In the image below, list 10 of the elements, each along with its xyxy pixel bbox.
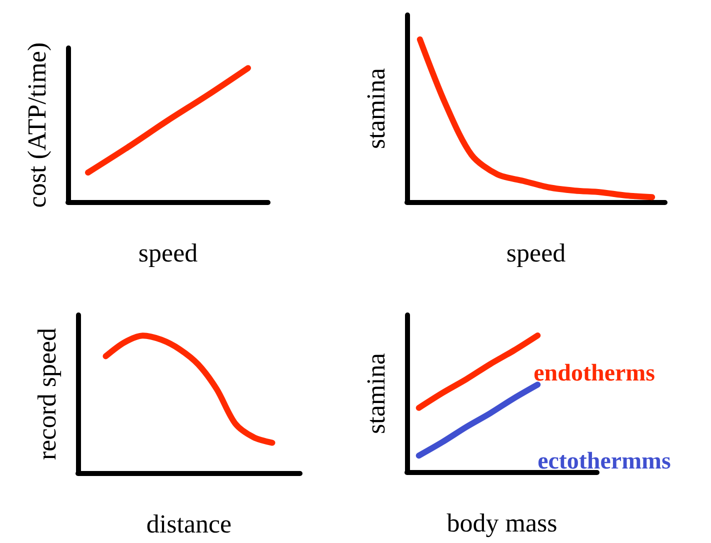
y-axis-title: cost (ATP/time) [22,42,52,208]
x-axis-title: speed [506,238,566,268]
x-axis-title: distance [146,510,232,538]
y-axis-title: record speed [32,328,62,460]
text: ectothermms [538,448,671,475]
series-label: endotherms [534,360,655,386]
x-axis-title: body mass [446,508,558,538]
x-axis-title: speed [138,238,198,268]
y-axis-title: stamina [362,68,390,149]
y-axis-title: stamina [362,352,390,434]
